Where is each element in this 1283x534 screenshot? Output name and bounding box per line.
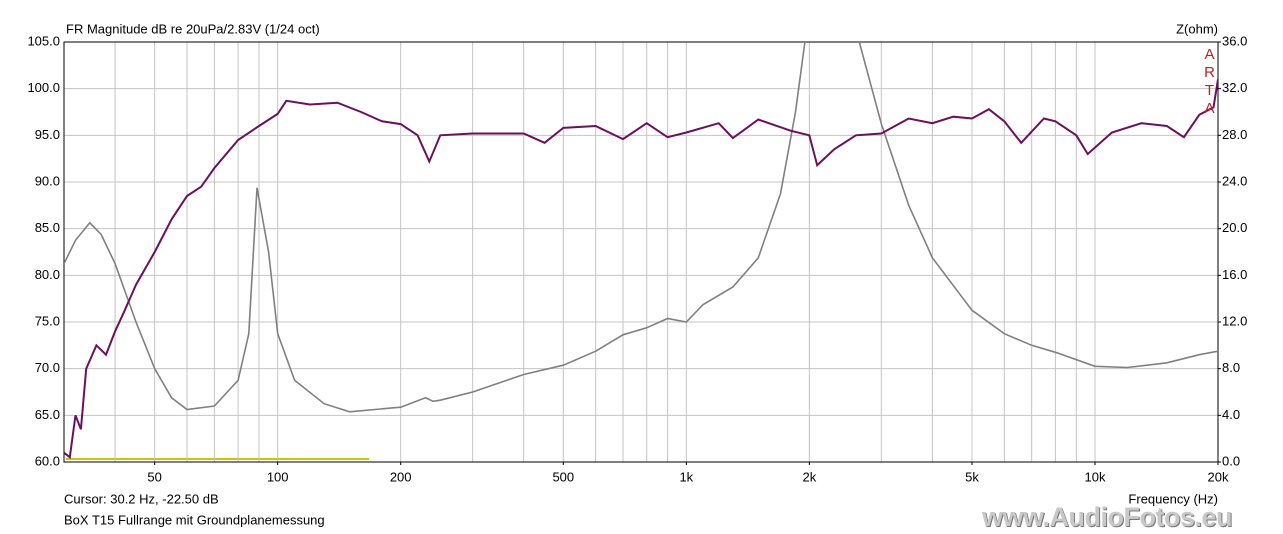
chart-title: FR Magnitude dB re 20uPa/2.83V (1/24 oct… xyxy=(66,21,320,36)
logo: ARTA xyxy=(1201,46,1218,118)
y-tick-label: 70.0 xyxy=(35,360,60,375)
y2-tick-label: 8.0 xyxy=(1222,360,1240,375)
x-tick-label: 1k xyxy=(679,469,693,484)
y-tick-label: 60.0 xyxy=(35,453,60,468)
y2-tick-label: 28.0 xyxy=(1222,127,1247,142)
x-tick-label: 20k xyxy=(1208,469,1229,484)
x-tick-label: 50 xyxy=(147,469,161,484)
y-tick-label: 90.0 xyxy=(35,173,60,188)
y2-tick-label: 24.0 xyxy=(1222,173,1247,188)
x-tick-label: 200 xyxy=(390,469,412,484)
y-tick-label: 95.0 xyxy=(35,127,60,142)
caption: BoX T15 Fullrange mit Groundplanemessung xyxy=(64,512,325,527)
x-tick-label: 2k xyxy=(802,469,816,484)
series-line xyxy=(64,42,1218,413)
y2-tick-label: 32.0 xyxy=(1222,80,1247,95)
y2-tick-label: 16.0 xyxy=(1222,267,1247,282)
y-tick-label: 65.0 xyxy=(35,407,60,422)
x-tick-label: 100 xyxy=(267,469,289,484)
y2-tick-label: 36.0 xyxy=(1222,33,1247,48)
x-axis-label: Frequency (Hz) xyxy=(1128,491,1218,506)
y-tick-label: 100.0 xyxy=(27,80,60,95)
y2-axis-label: Z(ohm) xyxy=(1176,21,1218,36)
y-tick-label: 75.0 xyxy=(35,313,60,328)
plot-frame xyxy=(63,41,1219,463)
x-tick-label: 500 xyxy=(552,469,574,484)
watermark: www.AudioFotos.eu xyxy=(982,502,1232,532)
x-tick-label: 5k xyxy=(965,469,979,484)
x-tick-label: 10k xyxy=(1084,469,1105,484)
y2-tick-label: 12.0 xyxy=(1222,313,1247,328)
y2-tick-label: 0.0 xyxy=(1222,453,1240,468)
y-tick-label: 85.0 xyxy=(35,220,60,235)
series-line xyxy=(64,79,1218,460)
y-tick-label: 105.0 xyxy=(27,33,60,48)
y2-tick-label: 4.0 xyxy=(1222,407,1240,422)
cursor-readout: Cursor: 30.2 Hz, -22.50 dB xyxy=(64,491,219,506)
y2-tick-label: 20.0 xyxy=(1222,220,1247,235)
y-tick-label: 80.0 xyxy=(35,267,60,282)
